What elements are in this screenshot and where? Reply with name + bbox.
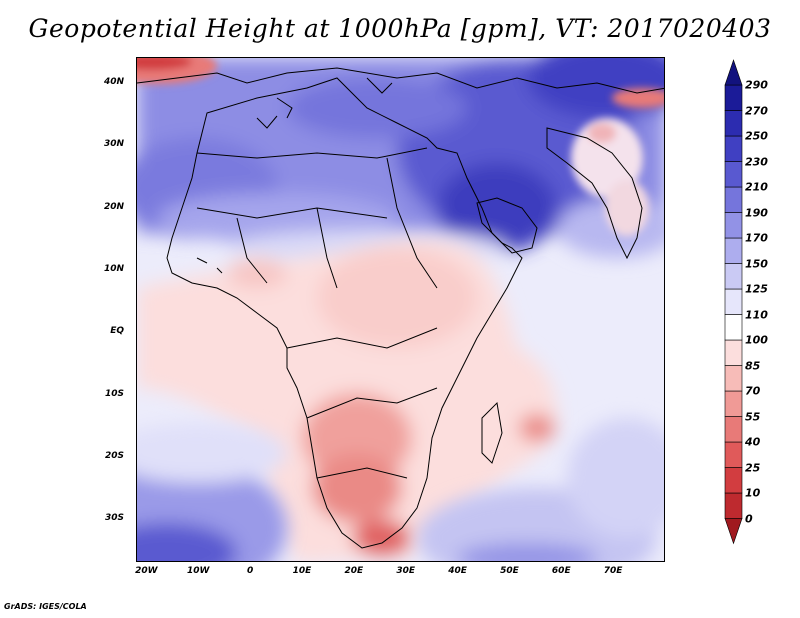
colorbar-level-label: 85 [745, 359, 761, 372]
colorbar-level-label: 25 [745, 461, 761, 474]
colorbar-level-label: 100 [745, 333, 768, 347]
colorbar-swatch [724, 365, 743, 392]
lon-tick-label: 70E [603, 566, 623, 576]
lat-tick-label: 20N [103, 201, 124, 212]
lat-tick-label: EQ [110, 326, 124, 337]
lat-tick-label: 40N [103, 76, 124, 87]
colorbar-swatch [724, 339, 743, 366]
colorbar-level-label: 40 [745, 435, 761, 449]
colorbar-level-label: 0 [745, 512, 753, 525]
colorbar-swatch [724, 416, 743, 443]
colorbar-swatch [724, 161, 743, 188]
colorbar-level-label: 150 [745, 257, 768, 270]
colorbar-swatch [724, 288, 743, 315]
colorbar-level-label: 250 [745, 129, 768, 143]
colorbar-level-label: 290 [745, 78, 768, 92]
colorbar-level-label: 70 [745, 384, 761, 398]
lon-tick-label: 60E [551, 566, 571, 576]
lon-tick-label: 20W [135, 566, 158, 576]
map-frame[interactable] [136, 57, 665, 562]
colorbar-swatch [724, 314, 743, 341]
colorbar-swatch [724, 492, 743, 519]
lon-tick-label: 10W [187, 566, 210, 576]
lat-tick-label: 10N [103, 263, 124, 274]
colorbar-swatch [724, 186, 743, 213]
colorbar-level-label: 125 [745, 282, 768, 296]
colorbar-level-label: 270 [745, 104, 768, 117]
lon-tick-label: 50E [500, 566, 519, 576]
colorbar-swatch [724, 237, 743, 264]
colorbar-level-label: 170 [745, 231, 768, 245]
colorbar-level-label: 210 [745, 180, 768, 194]
colorbar-swatch [724, 441, 743, 468]
colorbar-swatch [724, 518, 743, 545]
colorbar-swatch [724, 110, 743, 137]
lon-tick-label: 30E [396, 566, 416, 576]
colorbar-swatch [724, 467, 743, 494]
grads-credit: GrADS: IGES/COLA [4, 602, 87, 611]
colorbar-swatch [724, 84, 743, 111]
lat-tick-label: 30N [103, 139, 124, 150]
colorbar-level-label: 55 [745, 410, 761, 423]
lat-tick-label: 30S [104, 513, 124, 524]
colorbar-swatch [724, 263, 743, 290]
lat-tick-label: 20S [104, 451, 124, 461]
lat-tick-label: 10S [104, 388, 124, 399]
lon-tick-label: 10E [292, 566, 312, 576]
map-title: Geopotential Height at 1000hPa [gpm], VT… [28, 14, 772, 43]
colorbar-level-label: 190 [745, 206, 768, 219]
colorbar-swatch [724, 135, 743, 162]
geopotential-map [137, 58, 664, 561]
colorbar-level-label: 10 [745, 486, 761, 500]
colorbar [724, 59, 743, 545]
colorbar-swatch [724, 212, 743, 239]
colorbar-swatch [724, 390, 743, 417]
colorbar-level-label: 110 [745, 308, 768, 321]
colorbar-swatch [724, 59, 743, 86]
lon-tick-label: 20E [344, 566, 364, 576]
lon-tick-label: 0 [246, 566, 254, 576]
colorbar-level-label: 230 [745, 155, 768, 168]
lon-tick-label: 40E [448, 566, 467, 576]
